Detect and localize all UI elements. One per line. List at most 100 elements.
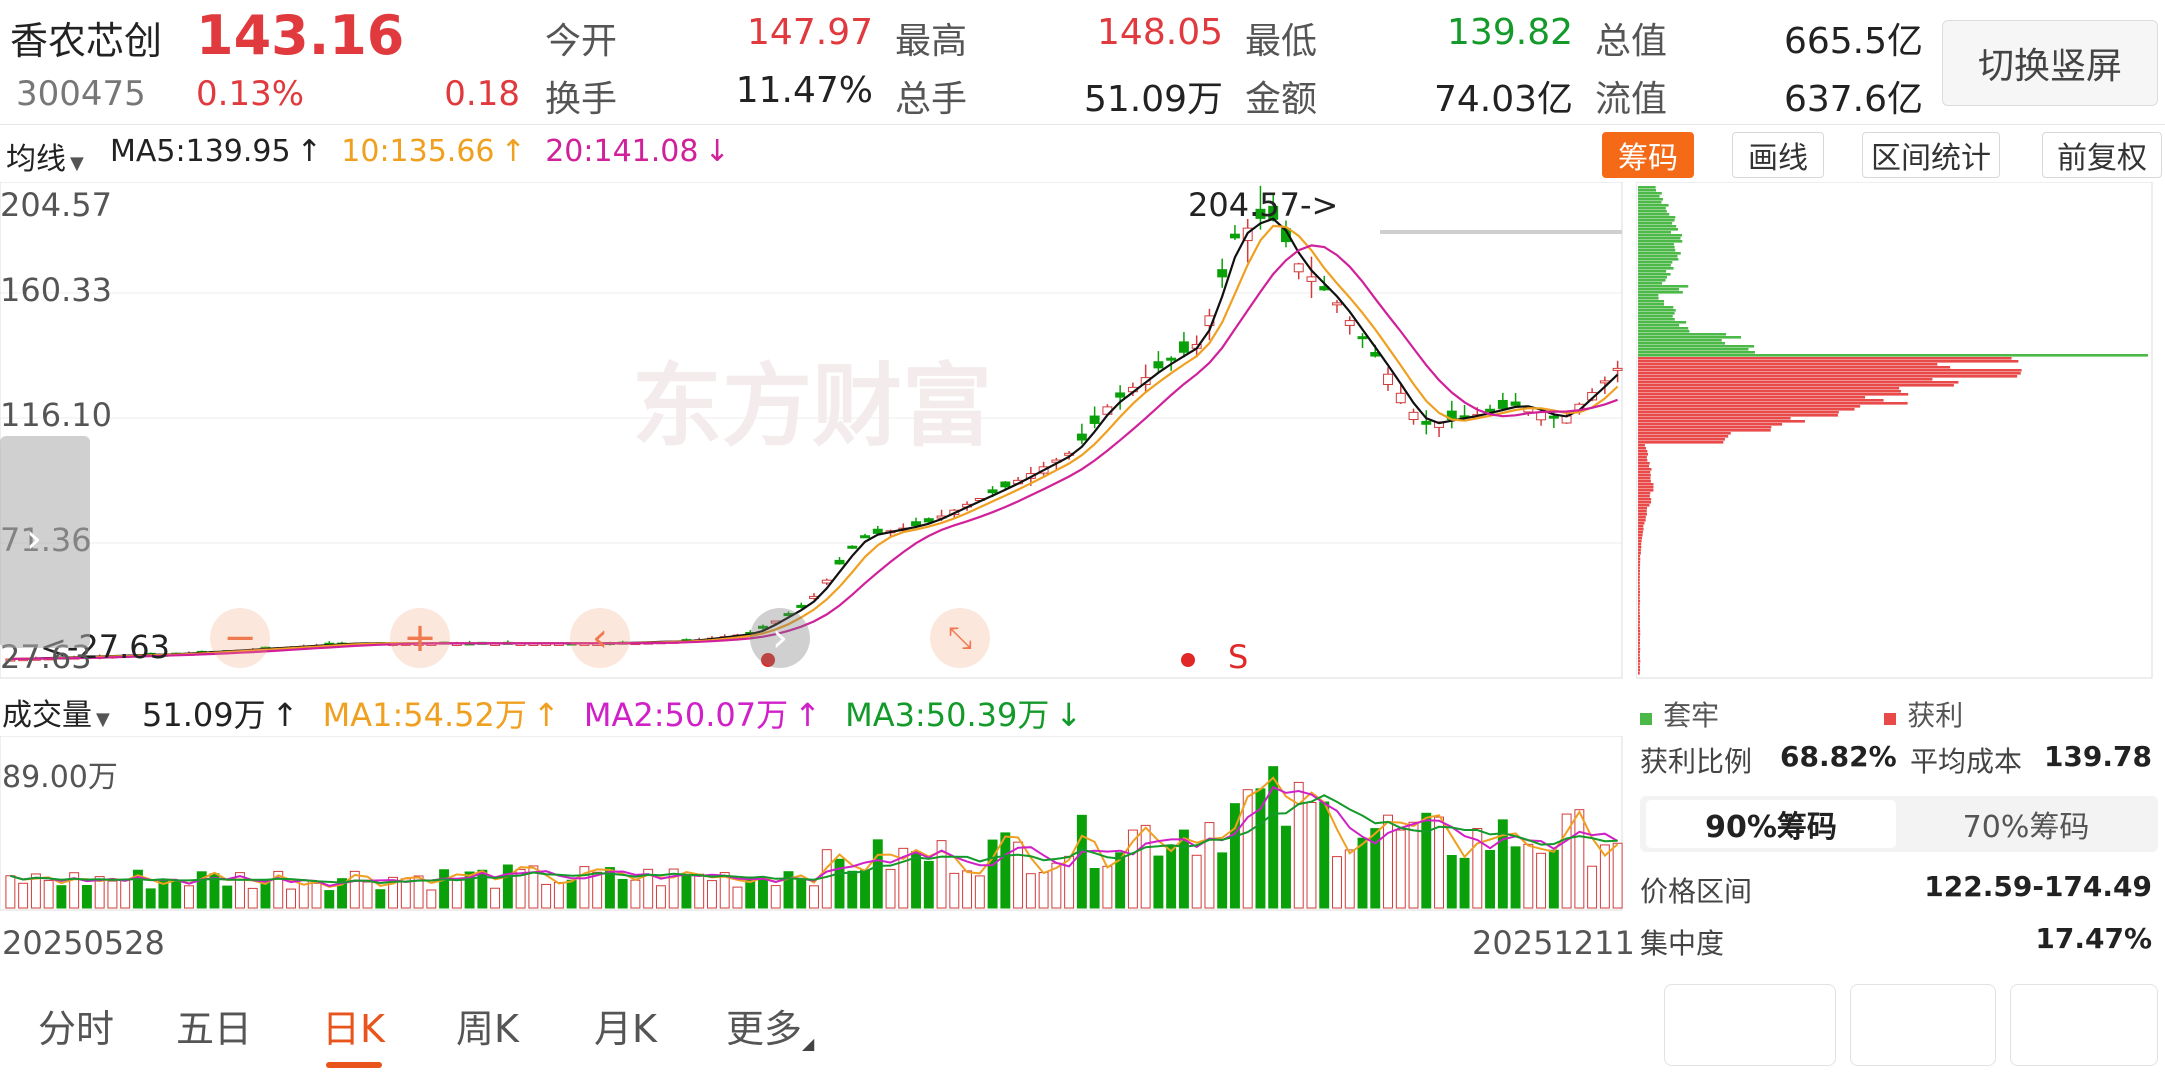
volume-bar	[1255, 788, 1266, 909]
candle-body	[1587, 392, 1598, 401]
draw-line-button[interactable]: 画线	[1732, 132, 1824, 178]
chip-bar	[1638, 234, 1682, 237]
candle-body	[1612, 367, 1623, 371]
volume-selector[interactable]: 成交量 ▼	[2, 690, 110, 734]
chip-bar	[1638, 603, 1640, 606]
profit-legend-label: 获利	[1907, 699, 1964, 732]
candle-body	[987, 489, 998, 494]
volume-bar	[413, 875, 424, 909]
tab-daily-k[interactable]: 日K	[322, 1007, 385, 1051]
move-left-button[interactable]: ‹	[570, 608, 630, 668]
chip-bar	[1638, 186, 1656, 189]
candle-body	[1421, 420, 1432, 425]
chip-bar	[1638, 264, 1671, 267]
volume-bar	[1523, 843, 1534, 909]
interval-stats-button[interactable]: 区间统计	[1862, 132, 2000, 178]
scroll-left-handle[interactable]: ›	[0, 436, 90, 648]
chip-bar	[1638, 381, 1959, 384]
chip-bar	[1638, 357, 2012, 360]
end-date: 20251211	[1472, 924, 1635, 962]
switch-orientation-button[interactable]: 切换竖屏	[1942, 20, 2158, 106]
average-cost-value: 139.78	[2043, 740, 2152, 773]
chip-panel-button[interactable]	[1850, 984, 1996, 1066]
chip-bar	[1638, 204, 1669, 207]
chip-bar	[1638, 258, 1679, 261]
chip-bar	[1638, 483, 1654, 486]
move-right-button[interactable]: ›	[750, 608, 810, 668]
volume-bar	[1102, 865, 1113, 909]
chip-bar	[1638, 282, 1663, 285]
chip-bar	[1638, 579, 1640, 582]
chip-bar	[1638, 561, 1641, 564]
volume-ma1: MA1:54.52万	[322, 696, 527, 734]
ma5-value: MA5:139.95	[110, 134, 291, 169]
collapse-button[interactable]: ⤡	[930, 608, 990, 668]
profit-legend-swatch	[1884, 713, 1897, 725]
chip-bar	[1638, 546, 1642, 549]
chips-button[interactable]: 筹码	[1602, 132, 1694, 178]
chip-bar	[1638, 189, 1657, 192]
candlestick-chart[interactable]: 东方财富 204.57-> <-27.63 S	[0, 182, 1625, 680]
volume-bar	[936, 840, 947, 909]
chip-bar	[1638, 276, 1667, 279]
chip-bar	[1638, 504, 1650, 507]
tab-90-chips[interactable]: 90%筹码	[1646, 800, 1896, 848]
volume-bar	[286, 888, 296, 909]
volume-bar	[490, 887, 501, 909]
volume-ma3-line	[10, 794, 1618, 885]
chip-bar	[1638, 249, 1676, 252]
volume-chart[interactable]	[0, 736, 1625, 912]
chip-bar	[1638, 510, 1647, 513]
chip-bar	[1638, 447, 1647, 450]
volume-bar	[655, 885, 666, 909]
chip-bar	[1638, 354, 2148, 357]
tab-weekly-k[interactable]: 周K	[456, 1007, 519, 1051]
stock-name: 香农芯创	[10, 19, 163, 63]
volume-bar	[872, 839, 883, 909]
chip-panel-button[interactable]	[1664, 984, 1836, 1066]
chip-bar	[1638, 324, 1680, 327]
volume-bar	[1536, 852, 1547, 909]
volume-bar	[668, 868, 679, 909]
volume-bar	[1344, 849, 1355, 909]
volume-bar	[592, 871, 603, 909]
candle-body	[847, 545, 858, 549]
volume-bar	[1485, 849, 1496, 909]
chip-bar	[1638, 219, 1675, 222]
chip-bar	[1638, 369, 2022, 372]
volume-bar	[1242, 789, 1253, 909]
chip-bar	[1638, 438, 1725, 441]
chip-bar	[1638, 621, 1640, 624]
volume-bar	[860, 869, 870, 909]
chip-bar	[1638, 198, 1663, 201]
tab-five-day[interactable]: 五日	[176, 1007, 253, 1051]
volume-ma3: MA3:50.39万	[845, 696, 1050, 734]
chip-panel-button[interactable]	[2010, 984, 2158, 1066]
tab-70-chips[interactable]: 70%筹码	[1962, 810, 2090, 845]
chevron-right-icon: ›	[772, 615, 788, 661]
volume-bar	[196, 871, 207, 909]
chip-bar	[1638, 309, 1676, 312]
ma-selector[interactable]: 均线 ▼	[6, 134, 84, 178]
chip-bar	[1638, 492, 1651, 495]
zoom-out-button[interactable]: −	[210, 608, 270, 668]
active-tab-indicator	[326, 1062, 382, 1068]
volume-bar	[1434, 816, 1445, 909]
tab-more[interactable]: 更多◢	[726, 998, 814, 1053]
tab-monthly-k[interactable]: 月K	[594, 1007, 657, 1051]
candle-body	[1140, 377, 1151, 386]
candle-body	[1485, 408, 1496, 413]
zoom-in-button[interactable]: +	[390, 608, 450, 668]
volume-bar	[1025, 873, 1036, 909]
chip-bar	[1638, 660, 1641, 663]
volume-bar	[1574, 809, 1585, 909]
volume-bar	[604, 867, 615, 909]
ma-selector-label: 均线	[6, 142, 66, 177]
chip-bar	[1638, 387, 1900, 390]
change-amount: 0.18	[444, 74, 520, 114]
tab-intraday[interactable]: 分时	[38, 1007, 115, 1051]
forward-adjust-button[interactable]: 前复权	[2042, 132, 2162, 178]
volume-bar	[1229, 803, 1240, 909]
candle-body	[821, 579, 832, 584]
chip-bar	[1638, 216, 1676, 219]
